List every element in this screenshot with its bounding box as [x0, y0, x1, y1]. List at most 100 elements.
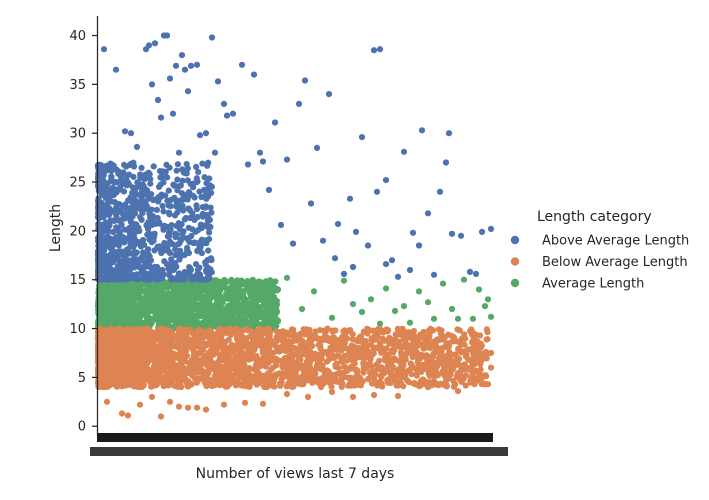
data-point — [206, 229, 213, 236]
data-point — [95, 383, 103, 390]
data-point — [255, 331, 262, 338]
data-point — [241, 399, 249, 406]
data-point — [146, 302, 153, 309]
data-point — [201, 186, 208, 193]
data-point — [118, 365, 125, 372]
data-point — [120, 204, 127, 211]
data-point — [225, 302, 232, 309]
data-point — [374, 345, 382, 352]
data-point — [322, 336, 329, 343]
data-point — [320, 380, 327, 387]
data-point — [346, 375, 353, 382]
data-point — [173, 167, 180, 174]
data-point — [174, 161, 181, 168]
data-point — [199, 331, 206, 339]
data-point — [186, 363, 193, 371]
data-point — [456, 327, 463, 334]
data-point — [408, 371, 415, 378]
data-point — [209, 317, 216, 324]
data-point — [142, 372, 150, 379]
data-point — [450, 338, 457, 345]
data-point — [245, 312, 252, 319]
data-point — [487, 364, 495, 371]
data-point — [203, 383, 210, 390]
data-point — [400, 368, 407, 375]
data-point — [452, 351, 459, 358]
data-point — [268, 337, 275, 344]
data-point — [149, 281, 156, 288]
data-point — [127, 258, 135, 265]
data-point — [133, 249, 140, 256]
data-point — [131, 351, 138, 358]
data-point — [484, 336, 491, 343]
data-point — [107, 345, 114, 352]
data-point — [166, 398, 174, 405]
data-point — [95, 326, 102, 333]
data-point — [424, 299, 432, 306]
data-point — [413, 372, 420, 379]
data-point — [399, 325, 406, 332]
data-point — [146, 171, 153, 178]
data-point — [165, 373, 172, 381]
data-point — [275, 357, 282, 364]
data-point — [157, 181, 164, 188]
data-point — [189, 226, 196, 233]
data-point — [420, 344, 427, 351]
data-point — [159, 353, 166, 360]
data-point — [97, 312, 104, 320]
data-point — [181, 313, 188, 320]
data-point — [198, 357, 206, 364]
data-point — [284, 339, 292, 346]
data-point — [102, 305, 110, 312]
data-point — [107, 307, 114, 314]
data-point — [203, 300, 210, 307]
data-point — [179, 287, 186, 295]
data-point — [111, 199, 118, 206]
data-point — [196, 313, 203, 320]
data-point — [279, 362, 286, 370]
data-point — [434, 372, 441, 379]
data-point — [270, 378, 277, 385]
data-point — [162, 314, 169, 321]
data-point — [197, 243, 204, 250]
data-point — [176, 256, 183, 263]
data-point — [173, 313, 180, 320]
data-point — [456, 345, 463, 352]
data-point — [137, 214, 144, 221]
data-point — [348, 342, 355, 349]
data-point — [205, 333, 212, 340]
data-point — [121, 288, 129, 295]
data-point — [426, 362, 433, 369]
data-point — [124, 412, 132, 419]
data-point — [428, 326, 435, 333]
data-point — [199, 160, 206, 167]
data-point — [283, 390, 291, 398]
data-point — [390, 346, 397, 353]
data-point — [204, 359, 211, 366]
data-point — [441, 370, 448, 377]
data-point — [130, 328, 137, 335]
data-point — [275, 332, 282, 339]
data-point — [247, 305, 254, 312]
data-point — [97, 281, 104, 288]
data-point — [184, 177, 191, 184]
data-point — [288, 365, 295, 372]
data-point — [264, 279, 271, 286]
data-point — [433, 349, 441, 356]
data-point — [137, 288, 145, 295]
data-point — [370, 391, 378, 399]
data-point — [201, 276, 208, 283]
data-point — [113, 179, 120, 186]
data-point — [312, 333, 319, 340]
data-point — [139, 383, 146, 390]
data-point — [339, 336, 346, 343]
data-point — [244, 280, 251, 288]
data-point — [378, 364, 385, 371]
data-point — [147, 286, 155, 293]
data-point — [115, 378, 122, 385]
data-point — [268, 366, 275, 373]
data-point — [141, 273, 148, 280]
data-point — [128, 286, 135, 293]
data-point — [344, 328, 351, 335]
data-point — [297, 374, 304, 381]
